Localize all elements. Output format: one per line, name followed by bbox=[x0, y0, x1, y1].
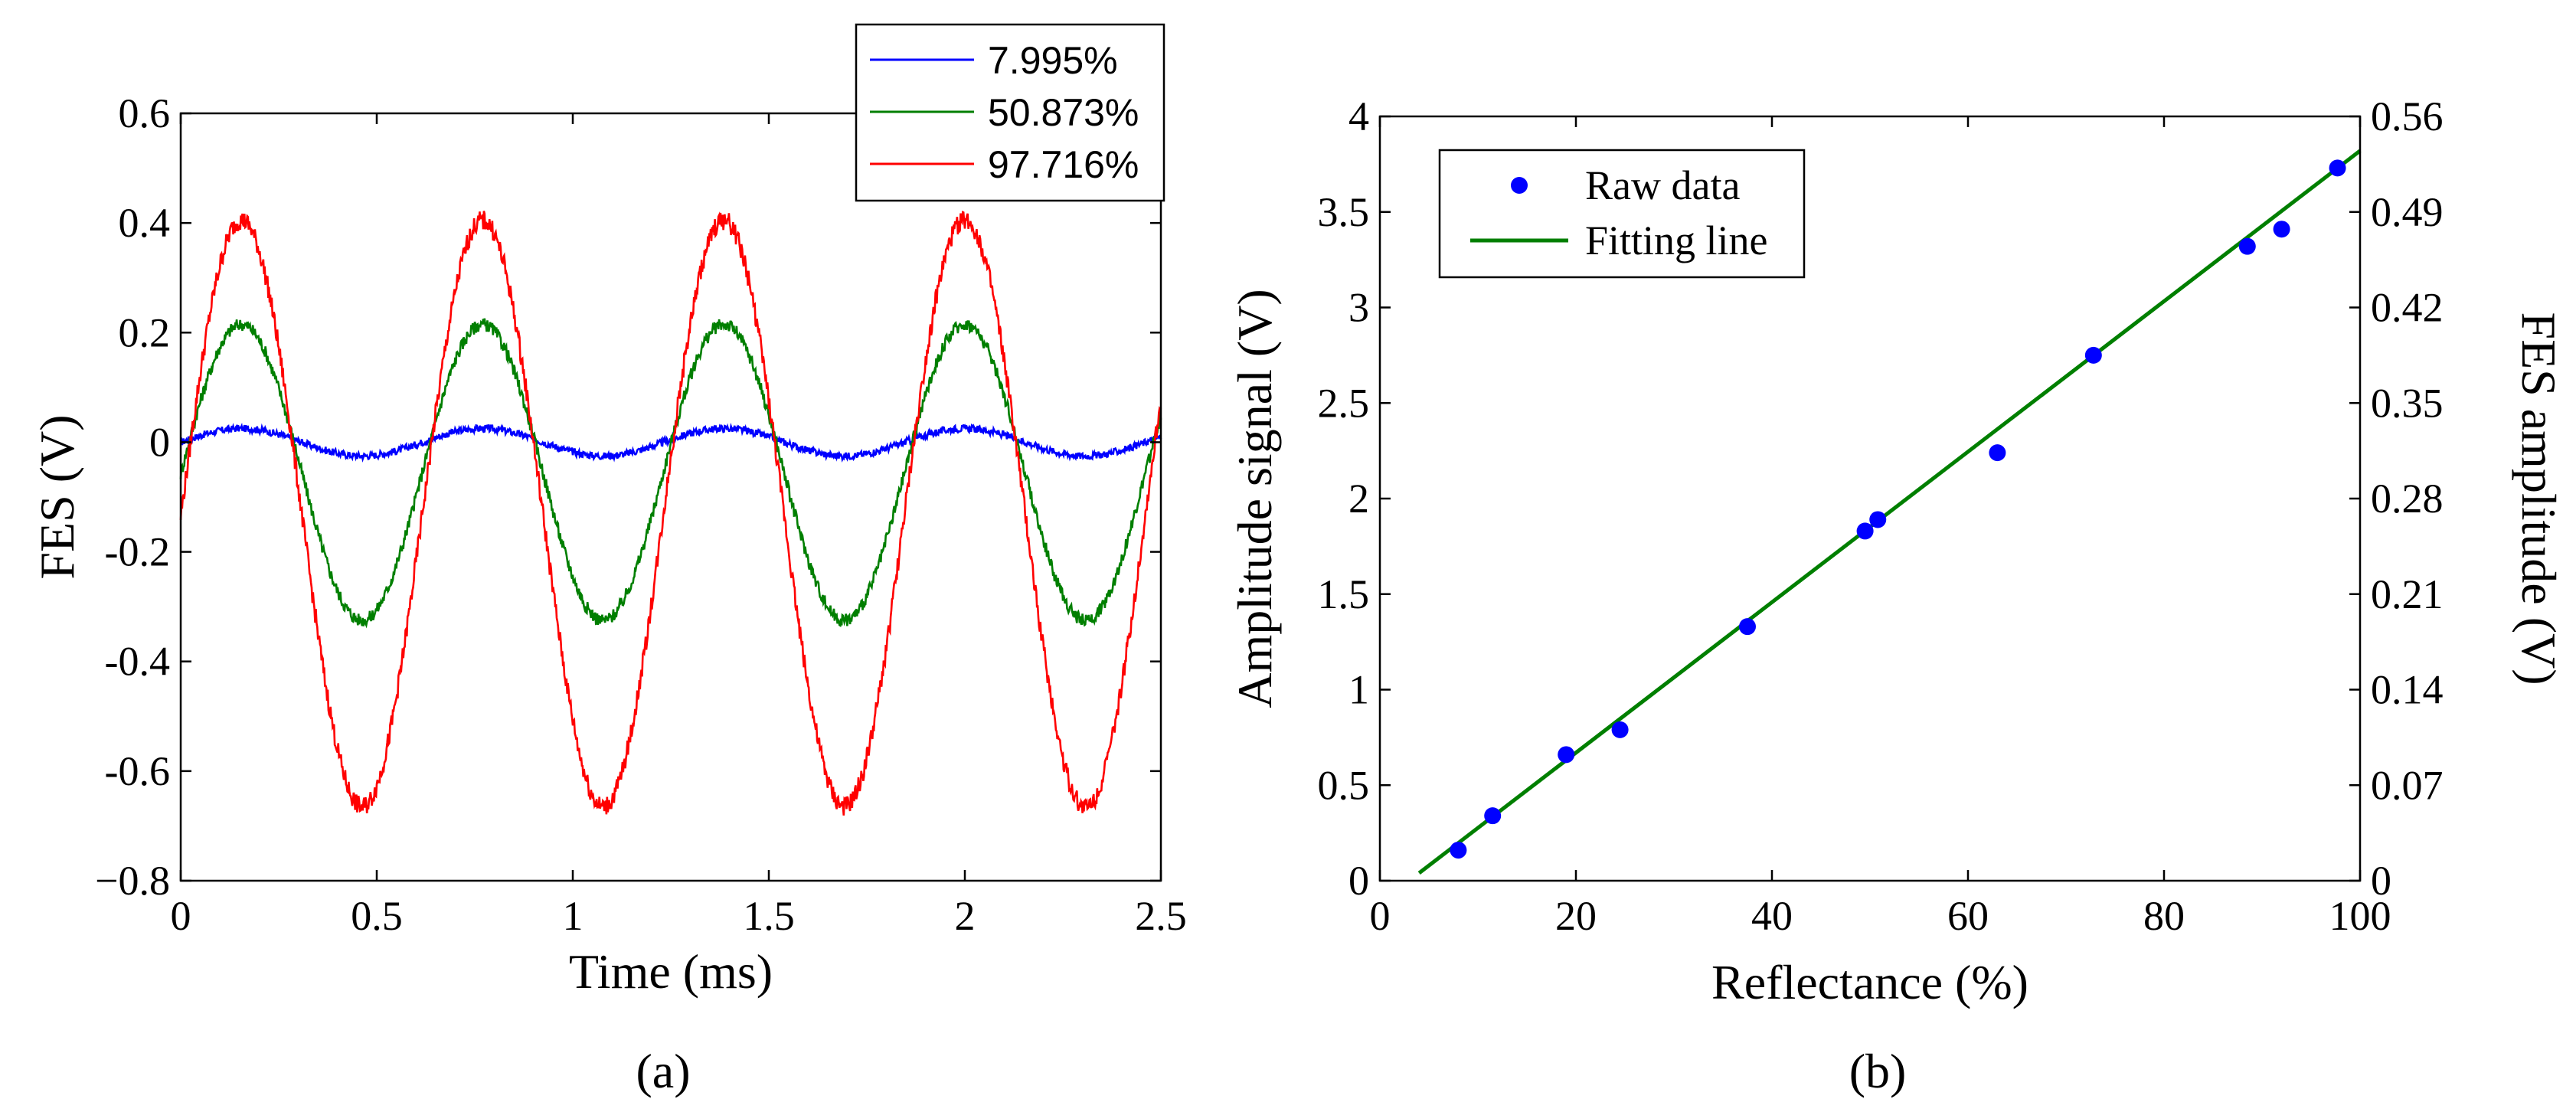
panel-b-x-tick-label: 40 bbox=[1751, 893, 1793, 939]
panel-a-y-tick-label: -0.4 bbox=[105, 639, 170, 685]
panel-a-fes-time-chart: 0 0.5 1 1.5 2 2.5 −0.8 -0.6 -0.4 -0.2 0 0.2 0.4 0.6 T… bbox=[30, 23, 1187, 1098]
panel-b-legend-box bbox=[1438, 149, 1806, 279]
panel-b-x-tick-label: 20 bbox=[1555, 893, 1597, 939]
panel-b-data-point bbox=[1856, 522, 1874, 540]
panel-b-data-point bbox=[1484, 807, 1502, 825]
panel-b-y-tick-label: 0.5 bbox=[1318, 762, 1370, 808]
panel-b-y2-tick-label: 0.49 bbox=[2371, 189, 2444, 235]
panel-b-data-point bbox=[2273, 221, 2290, 238]
panel-b-series-group bbox=[1417, 149, 2362, 875]
panel-b-y2-tick-label: 0.35 bbox=[2371, 380, 2444, 426]
panel-b-y2-tick-label: 0.42 bbox=[2371, 285, 2444, 331]
panel-a-axis-ticks: 0 0.5 1 1.5 2 2.5 −0.8 -0.6 -0.4 -0.2 0 0.2 0.4 0.6 bbox=[95, 90, 1187, 939]
panel-a-y-axis-label: FES (V) bbox=[30, 414, 84, 579]
panel-b-legend: Raw data Fitting line bbox=[1438, 149, 1806, 279]
panel-b-data-point bbox=[2238, 237, 2256, 255]
panel-b-y-tick-label: 4 bbox=[1348, 93, 1369, 139]
panel-a-legend: 7.995% 50.873% 97.716% bbox=[855, 23, 1165, 202]
panel-a-series-group bbox=[179, 211, 1162, 816]
panel-a-y-tick-label: -0.2 bbox=[105, 529, 170, 575]
panel-a-plot-frame bbox=[179, 112, 1162, 882]
panel-b-y2-tick-label: 0.56 bbox=[2371, 93, 2444, 139]
panel-b-y-axis-label: Amplitude signal (V) bbox=[1228, 289, 1282, 708]
panel-b-data-point bbox=[1739, 618, 1756, 636]
panel-b-y2-tick-label: 0.28 bbox=[2371, 476, 2444, 522]
panel-a-legend-entry-3: 97.716% bbox=[988, 143, 1139, 186]
panel-a-y-tick-label: 0.4 bbox=[119, 200, 171, 246]
panel-b-y-tick-label: 2.5 bbox=[1318, 380, 1370, 426]
panel-a-legend-entry-1: 7.995% bbox=[988, 39, 1118, 82]
panel-a-series-line-2 bbox=[179, 318, 1162, 629]
panel-b-y-tick-label: 3 bbox=[1348, 285, 1369, 331]
panel-a-x-tick-label: 0.5 bbox=[351, 893, 403, 939]
panel-b-x-tick-label: 80 bbox=[2143, 893, 2185, 939]
panel-b-y-tick-label: 1.5 bbox=[1318, 571, 1370, 617]
panel-b-data-point bbox=[2084, 346, 2102, 364]
panel-a-x-tick-label: 1.5 bbox=[743, 893, 795, 939]
panel-b-fitting-line bbox=[1417, 149, 2362, 875]
panel-b-y2-tick-label: 0.21 bbox=[2371, 571, 2444, 617]
panel-b-data-point bbox=[2329, 159, 2346, 177]
panel-a-label: (a) bbox=[636, 1044, 690, 1098]
panel-a-y-tick-label: 0.2 bbox=[119, 309, 171, 355]
panel-a-series-line-3 bbox=[179, 211, 1162, 816]
panel-a-x-tick-label: 0 bbox=[171, 893, 191, 939]
panel-b-y-tick-label: 0 bbox=[1348, 858, 1369, 904]
panel-b-legend-marker-raw bbox=[1511, 177, 1528, 194]
panel-b-legend-entry-fit: Fitting line bbox=[1585, 217, 1768, 263]
panel-a-x-tick-label: 1 bbox=[563, 893, 584, 939]
panel-a-x-tick-label: 2 bbox=[955, 893, 976, 939]
panel-b-x-tick-label: 100 bbox=[2329, 893, 2391, 939]
panel-b-x-tick-label: 60 bbox=[1947, 893, 1989, 939]
panel-a-y-tick-label: -0.6 bbox=[105, 748, 170, 794]
panel-b-y-tick-label: 1 bbox=[1348, 667, 1369, 713]
panel-b-y2-tick-label: 0 bbox=[2371, 858, 2391, 904]
panel-a-x-axis-label: Time (ms) bbox=[569, 944, 773, 999]
panel-b-legend-entry-raw: Raw data bbox=[1585, 162, 1740, 208]
panel-a-y-tick-label: 0 bbox=[149, 419, 170, 465]
panel-b-y2-tick-label: 0.07 bbox=[2371, 762, 2444, 808]
panel-a-legend-entry-2: 50.873% bbox=[988, 91, 1139, 134]
panel-b-axis-ticks: 0 20 40 60 80 10000.511.522.533.5400.070.140.… bbox=[1318, 93, 2444, 939]
panel-b-y-tick-label: 2 bbox=[1348, 476, 1369, 522]
panel-b-data-point bbox=[1989, 444, 2006, 462]
panel-a-y-tick-label: −0.8 bbox=[95, 858, 170, 904]
panel-b-amplitude-reflectance-chart: 0 20 40 60 80 10000.511.522.533.5400.070.140.… bbox=[1228, 93, 2566, 1098]
panel-a-x-tick-label: 2.5 bbox=[1135, 893, 1187, 939]
panel-b-x-tick-label: 0 bbox=[1370, 893, 1391, 939]
panel-a-y-tick-label: 0.6 bbox=[119, 90, 171, 136]
panel-b-data-point bbox=[1450, 842, 1467, 859]
panel-b-data-point bbox=[1558, 746, 1575, 764]
panel-b-data-point bbox=[1869, 511, 1887, 528]
panel-b-y2-axis-label: FES amplitude (V) bbox=[2512, 312, 2566, 685]
panel-b-y-tick-label: 3.5 bbox=[1318, 189, 1370, 235]
panel-b-x-axis-label: Reflectance (%) bbox=[1711, 955, 2028, 1009]
panel-b-y2-tick-label: 0.14 bbox=[2371, 667, 2444, 713]
panel-b-data-point bbox=[1611, 721, 1629, 738]
panel-b-label: (b) bbox=[1849, 1044, 1907, 1098]
